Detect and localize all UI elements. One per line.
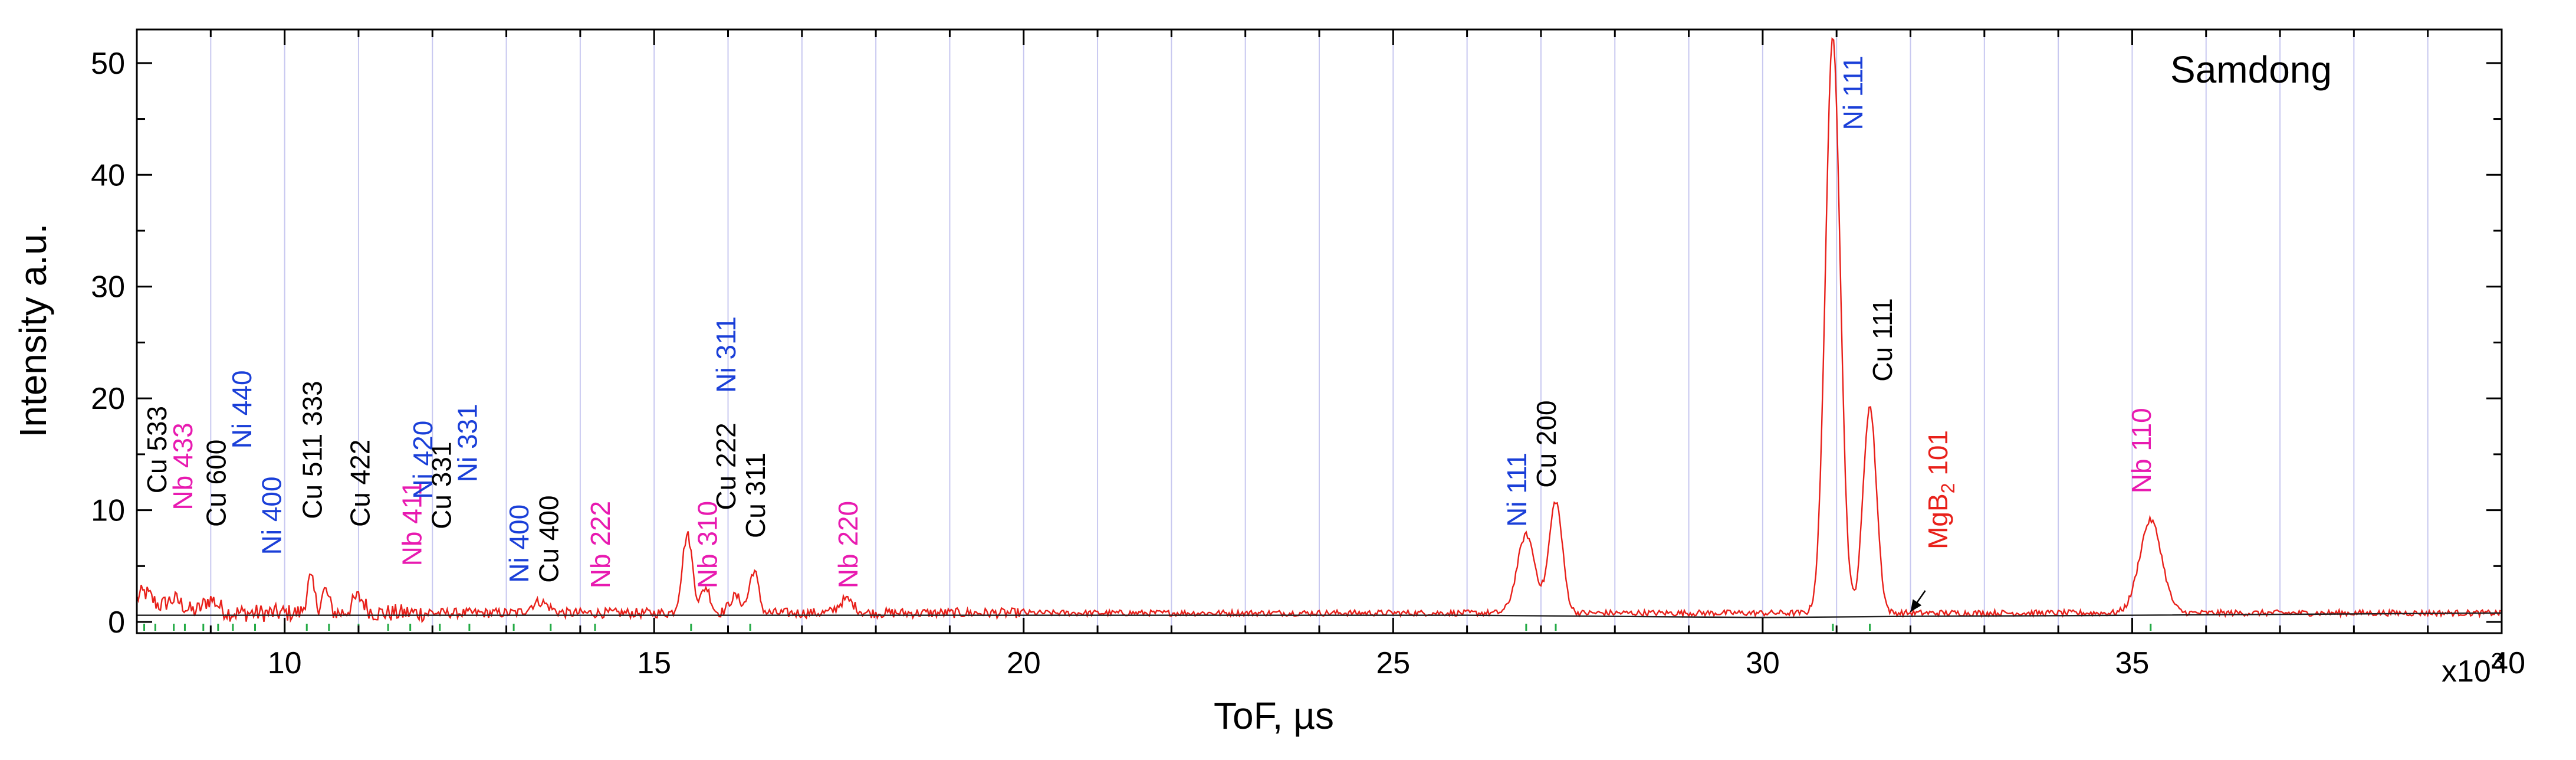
peak-label: Cu 533 [142, 406, 172, 493]
peak-label: Ni 400 [504, 505, 534, 583]
peak-label: Cu 331 [426, 441, 457, 529]
peak-label: Ni 111 [1838, 55, 1868, 130]
x-axis-ticks: 10 15 20 25 30 35 40 [136, 30, 2525, 680]
peak-label: Ni 311 [711, 316, 741, 393]
y-tick-label: 20 [91, 382, 125, 416]
y-tick-label: 40 [91, 158, 125, 192]
annotation-arrowhead [1910, 599, 1922, 612]
x-tick-label: 25 [1376, 646, 1410, 680]
y-tick-label: 10 [91, 494, 125, 528]
y-tick-label: 30 [91, 270, 125, 304]
peak-label: Nb 411 [396, 480, 427, 566]
peak-label: Cu 600 [201, 440, 231, 527]
peak-label: Cu 200 [1531, 400, 1562, 487]
x-tick-label: 10 [268, 646, 302, 680]
peak-label: Cu 400 [533, 495, 564, 582]
gridlines [136, 30, 2429, 633]
x-tick-label: 30 [1746, 646, 1780, 680]
y-tick-label: 0 [108, 605, 125, 640]
reflection-tick-marks [143, 624, 2152, 631]
series-line-observed [136, 37, 2501, 624]
y-axis-title: Intensity a.u. [12, 224, 54, 438]
peak-label: Nb 222 [585, 501, 616, 588]
series-line-background [137, 612, 2502, 618]
peak-label: Ni 331 [452, 404, 482, 482]
peak-label: Cu 311 [740, 453, 771, 538]
peak-label: Cu 422 [345, 440, 376, 527]
peak-label: Ni 111 [1501, 453, 1532, 527]
peak-label: MgB2 101 [1923, 430, 1959, 549]
x-axis-multiplier-base: x10 [2442, 654, 2491, 689]
x-axis-title: ToF, µs [1214, 695, 1334, 737]
x-tick-label: 20 [1007, 646, 1041, 680]
peak-label: Cu 511 333 [297, 381, 327, 519]
peak-label: Cu 111 [1867, 298, 1898, 382]
peak-label: Nb 310 [692, 501, 723, 588]
peak-label-main: MgB [1923, 493, 1953, 549]
x-axis-multiplier-exponent: 3 [2491, 649, 2503, 674]
x-axis-multiplier: x103 [2442, 649, 2503, 689]
peak-label-subscript: 2 [1937, 483, 1959, 494]
peak-label: Nb 110 [2126, 408, 2157, 493]
x-tick-label: 40 [2491, 646, 2525, 680]
x-tick-label: 15 [637, 646, 671, 680]
y-tick-label: 50 [91, 47, 125, 81]
series-layer [136, 37, 2502, 624]
x-tick-label: 35 [2115, 646, 2150, 680]
peak-label: Cu 222 [711, 422, 741, 510]
peak-label: Ni 400 [256, 476, 287, 555]
panel-label: Samdong [2170, 48, 2332, 91]
peak-label: Ni 440 [226, 370, 257, 448]
peak-label: Nb 433 [167, 422, 198, 510]
peak-label: Nb 220 [833, 501, 863, 588]
peak-label-tail: 101 [1923, 430, 1953, 483]
y-axis-ticks: 0 10 20 30 40 50 [91, 47, 2502, 640]
peak-label: Ni 420 [408, 421, 438, 499]
